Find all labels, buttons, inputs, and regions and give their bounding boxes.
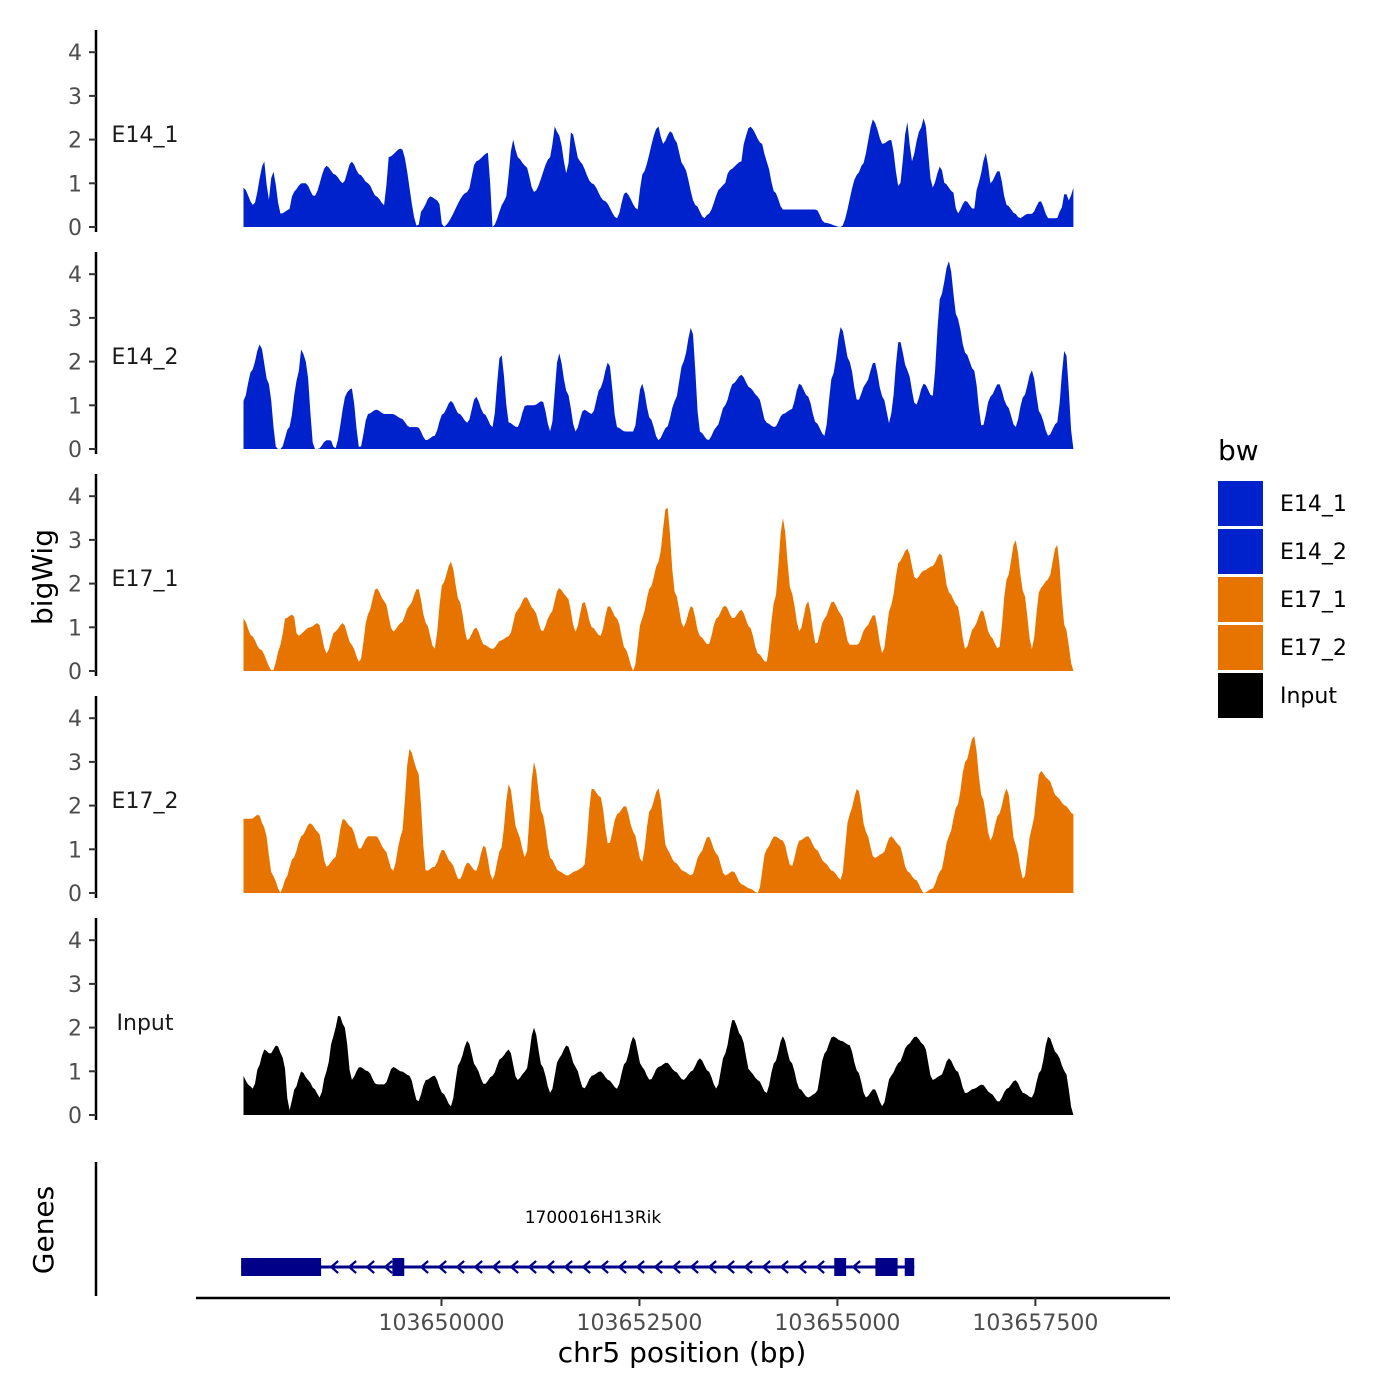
signal-panels: 0 1 2 3 4 E14_1 0 1 2 3 4 E14_2 0 1 2 3 4 E17_1 0 1 2 3 4 E17_2… xyxy=(68,30,1074,1129)
strand-arrow xyxy=(653,1260,663,1274)
coverage-area-e14-2 xyxy=(243,261,1074,449)
strand-arrow xyxy=(689,1260,699,1274)
coverage-area-input xyxy=(243,1016,1074,1115)
y-tick-label: 2 xyxy=(68,351,82,376)
y-tick-label: 4 xyxy=(68,263,82,288)
y-tick-label: 4 xyxy=(68,707,82,732)
strand-arrow xyxy=(851,1260,861,1274)
exon xyxy=(834,1258,847,1276)
y-tick-label: 3 xyxy=(68,85,82,110)
panel-label: E17_2 xyxy=(112,789,179,814)
y-tick-label: 0 xyxy=(68,216,82,241)
strand-arrow xyxy=(707,1260,717,1274)
legend-label: E14_2 xyxy=(1280,540,1347,565)
y-tick-label: 1 xyxy=(68,1060,82,1085)
gene-model xyxy=(241,1258,915,1276)
y-tick-label: 1 xyxy=(68,394,82,419)
y-tick-label: 1 xyxy=(68,172,82,197)
panel-e14-2: 0 1 2 3 4 E14_2 xyxy=(68,252,1074,463)
legend-swatch xyxy=(1218,625,1263,670)
exon xyxy=(875,1258,898,1276)
strand-arrow xyxy=(473,1260,483,1274)
y-tick-label: 2 xyxy=(68,795,82,820)
strand-arrow xyxy=(527,1260,537,1274)
y-tick-label: 3 xyxy=(68,751,82,776)
gene-track-title: Genes xyxy=(27,1186,60,1274)
strand-arrow xyxy=(617,1260,627,1274)
exon xyxy=(392,1258,405,1276)
y-tick-label: 4 xyxy=(68,485,82,510)
strand-arrow xyxy=(455,1260,465,1274)
strand-arrow xyxy=(329,1260,339,1274)
strand-arrow xyxy=(815,1260,825,1274)
strand-arrow xyxy=(383,1260,393,1274)
y-tick-label: 3 xyxy=(68,973,82,998)
strand-arrow xyxy=(671,1260,681,1274)
exon xyxy=(904,1258,915,1276)
panel-label: E14_2 xyxy=(112,345,179,370)
y-tick-label: 2 xyxy=(68,573,82,598)
legend-swatch xyxy=(1218,529,1263,574)
coverage-area-e14-1 xyxy=(243,118,1074,227)
legend-swatch xyxy=(1218,673,1263,718)
y-tick-label: 0 xyxy=(68,438,82,463)
legend-label: E14_1 xyxy=(1280,492,1347,517)
strand-arrow xyxy=(347,1260,357,1274)
y-tick-label: 1 xyxy=(68,616,82,641)
strand-arrow xyxy=(725,1260,735,1274)
y-tick-label: 0 xyxy=(68,660,82,685)
legend: bw E14_1 E14_2 E17_1 E17_2 Input xyxy=(1218,434,1347,718)
y-tick-label: 2 xyxy=(68,129,82,154)
strand-arrow xyxy=(797,1260,807,1274)
legend-label: Input xyxy=(1280,684,1337,709)
x-tick-label: 103650000 xyxy=(378,1311,504,1336)
y-tick-label: 0 xyxy=(68,882,82,907)
gene-track: 1700016H13Rik 103650000 103652500 10365500… xyxy=(27,1162,1170,1336)
legend-items: E14_1 E14_2 E17_1 E17_2 Input xyxy=(1218,481,1347,718)
y-tick-label: 4 xyxy=(68,929,82,954)
y-tick-label: 3 xyxy=(68,529,82,554)
strand-arrow xyxy=(509,1260,519,1274)
panel-input: 0 1 2 3 4 Input xyxy=(68,918,1074,1129)
legend-label: E17_2 xyxy=(1280,636,1347,661)
strand-arrow xyxy=(563,1260,573,1274)
panel-e17-2: 0 1 2 3 4 E17_2 xyxy=(68,696,1074,907)
strand-arrow xyxy=(635,1260,645,1274)
legend-title: bw xyxy=(1218,434,1259,467)
x-tick-label: 103657500 xyxy=(972,1311,1098,1336)
x-tick-label: 103655000 xyxy=(774,1311,900,1336)
panel-label: Input xyxy=(117,1011,174,1036)
legend-swatch xyxy=(1218,481,1263,526)
exon xyxy=(241,1258,322,1276)
panel-label: E17_1 xyxy=(112,567,179,592)
x-axis-ticks: 103650000 103652500 103655000 103657500 xyxy=(378,1298,1098,1336)
legend-swatch xyxy=(1218,577,1263,622)
y-tick-label: 3 xyxy=(68,307,82,332)
panel-label: E14_1 xyxy=(112,123,179,148)
strand-arrow xyxy=(419,1260,429,1274)
y-tick-label: 2 xyxy=(68,1017,82,1042)
coverage-area-e17-1 xyxy=(243,507,1074,671)
strand-arrow xyxy=(491,1260,501,1274)
legend-label: E17_1 xyxy=(1280,588,1347,613)
strand-arrow xyxy=(743,1260,753,1274)
gene-label: 1700016H13Rik xyxy=(525,1208,662,1228)
strand-arrow xyxy=(581,1260,591,1274)
strand-arrow xyxy=(437,1260,447,1274)
panel-e17-1: 0 1 2 3 4 E17_1 xyxy=(68,474,1074,685)
strand-arrow xyxy=(599,1260,609,1274)
x-axis-title: chr5 position (bp) xyxy=(558,1336,807,1369)
y-tick-label: 0 xyxy=(68,1104,82,1129)
y-axis-title: bigWig xyxy=(26,529,59,625)
strand-arrow xyxy=(545,1260,555,1274)
y-tick-label: 1 xyxy=(68,838,82,863)
x-tick-label: 103652500 xyxy=(576,1311,702,1336)
y-tick-label: 4 xyxy=(68,41,82,66)
coverage-area-e17-2 xyxy=(243,736,1074,893)
strand-arrow xyxy=(779,1260,789,1274)
strand-arrow xyxy=(761,1260,771,1274)
strand-arrow xyxy=(365,1260,375,1274)
panel-e14-1: 0 1 2 3 4 E14_1 xyxy=(68,30,1074,241)
